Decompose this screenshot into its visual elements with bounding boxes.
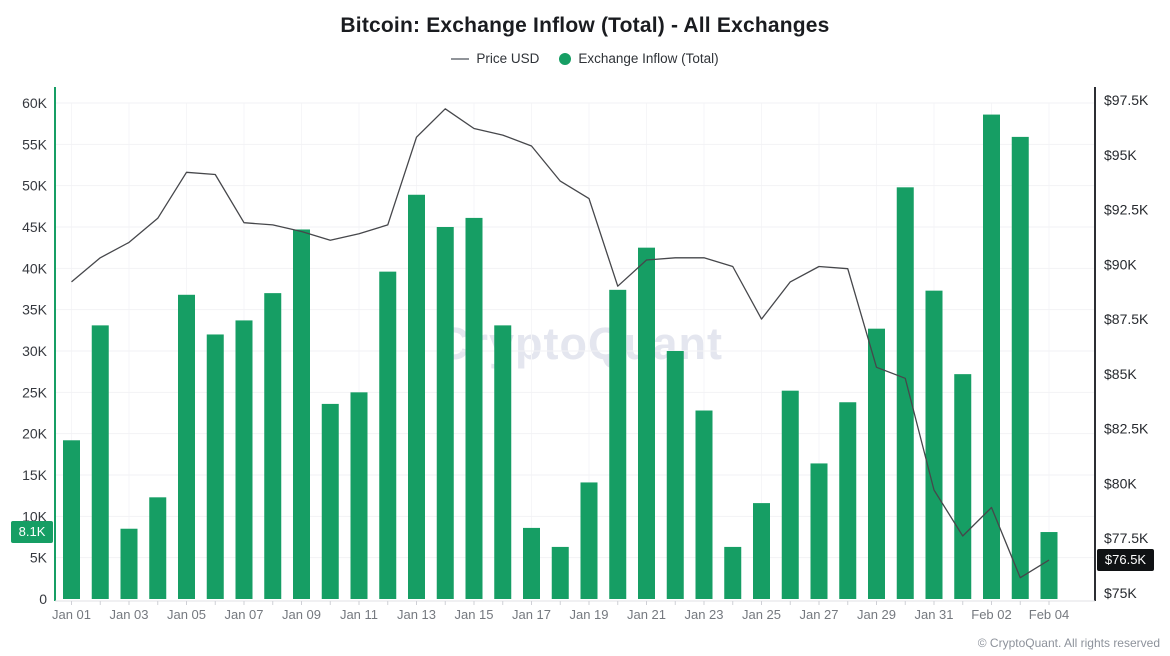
left-axis-label: 5K — [30, 550, 48, 566]
inflow-bar-jan-21[interactable] — [638, 247, 655, 599]
x-axis-label: Jan 17 — [512, 607, 551, 622]
left-axis-label: 50K — [22, 178, 48, 194]
x-axis-label: Jan 29 — [857, 607, 896, 622]
inflow-bar-jan-13[interactable] — [408, 194, 425, 599]
price-line-swatch-icon — [451, 57, 470, 60]
inflow-bar-jan-24[interactable] — [724, 546, 742, 599]
inflow-bar-jan-07[interactable] — [235, 320, 253, 599]
legend-inflow-label: Exchange Inflow (Total) — [578, 51, 719, 66]
inflow-bar-feb-02[interactable] — [983, 114, 1000, 599]
x-axis-label: Jan 27 — [799, 607, 838, 622]
inflow-bar-jan-06[interactable] — [206, 334, 224, 599]
x-axis-label: Jan 01 — [52, 607, 91, 622]
x-axis-label: Feb 02 — [971, 607, 1011, 622]
x-axis-label: Jan 07 — [224, 607, 263, 622]
left-axis-label: 20K — [22, 426, 48, 442]
inflow-bar-jan-03[interactable] — [120, 528, 138, 599]
inflow-bar-jan-16[interactable] — [494, 325, 512, 599]
inflow-bar-feb-03[interactable] — [1011, 136, 1029, 600]
x-axis-label: Jan 31 — [914, 607, 953, 622]
left-axis-label: 10K — [22, 508, 48, 524]
x-axis-label: Jan 13 — [397, 607, 436, 622]
x-axis-label: Jan 05 — [167, 607, 206, 622]
legend-item-inflow[interactable]: Exchange Inflow (Total) — [559, 51, 719, 66]
inflow-bar-jan-01[interactable] — [63, 440, 80, 599]
right-axis-label: $92.5K — [1104, 202, 1149, 218]
right-axis-label: $77.5K — [1104, 530, 1149, 546]
right-axis-label: $82.5K — [1104, 421, 1149, 437]
inflow-bar-feb-04[interactable] — [1040, 532, 1058, 599]
left-axis-label: 0 — [39, 591, 47, 607]
inflow-bar-jan-09[interactable] — [293, 229, 310, 600]
inflow-bar-jan-12[interactable] — [379, 271, 397, 599]
left-axis-label: 15K — [22, 467, 48, 483]
inflow-bar-jan-27[interactable] — [810, 463, 828, 599]
latest-price-badge: $76.5K — [1097, 549, 1154, 571]
chart-legend: Price USD Exchange Inflow (Total) — [0, 51, 1170, 66]
inflow-bar-jan-23[interactable] — [695, 410, 713, 599]
inflow-bar-jan-04[interactable] — [149, 497, 167, 599]
price-line — [71, 108, 1050, 579]
inflow-bar-jan-08[interactable] — [264, 293, 282, 599]
inflow-bar-jan-30[interactable] — [896, 187, 914, 599]
left-axis-label: 40K — [22, 260, 48, 276]
x-axis-label: Jan 21 — [627, 607, 666, 622]
x-axis-label: Jan 19 — [569, 607, 608, 622]
inflow-bar-jan-11[interactable] — [350, 392, 368, 599]
left-axis-label: 55K — [22, 136, 48, 152]
inflow-bar-jan-14[interactable] — [436, 227, 454, 599]
x-axis-label: Jan 03 — [109, 607, 148, 622]
inflow-bar-jan-26[interactable] — [781, 390, 799, 599]
latest-inflow-badge: 8.1K — [11, 521, 53, 543]
inflow-bar-jan-31[interactable] — [925, 290, 943, 599]
right-axis-label: $97.5K — [1104, 92, 1149, 108]
inflow-bar-jan-17[interactable] — [523, 527, 540, 599]
inflow-bar-jan-10[interactable] — [321, 403, 339, 599]
inflow-bar-jan-05[interactable] — [178, 294, 195, 599]
right-axis-label: $95K — [1104, 147, 1137, 163]
chart-title: Bitcoin: Exchange Inflow (Total) - All E… — [340, 14, 830, 37]
inflow-bar-jan-29[interactable] — [868, 328, 885, 599]
right-axis-label: $75K — [1104, 585, 1137, 601]
inflow-dot-swatch-icon — [559, 52, 572, 65]
right-axis-label: $90K — [1104, 256, 1137, 272]
inflow-bar-jan-18[interactable] — [551, 546, 569, 599]
left-axis-label: 45K — [22, 219, 48, 235]
x-axis-label: Jan 25 — [742, 607, 781, 622]
inflow-bar-jan-15[interactable] — [465, 217, 483, 599]
x-axis-label: Jan 23 — [684, 607, 723, 622]
inflow-bar-feb-01[interactable] — [954, 374, 972, 599]
right-axis-label: $80K — [1104, 475, 1137, 491]
legend-price-label: Price USD — [476, 51, 540, 66]
copyright-notice: © CryptoQuant. All rights reserved — [977, 636, 1160, 650]
inflow-bar-jan-20[interactable] — [609, 289, 627, 599]
inflow-bar-jan-25[interactable] — [753, 503, 770, 599]
left-axis-label: 30K — [22, 343, 48, 359]
left-axis-label: 60K — [22, 95, 48, 111]
right-axis-label: $87.5K — [1104, 311, 1149, 327]
left-axis-label: 35K — [22, 302, 48, 318]
inflow-bar-jan-19[interactable] — [580, 482, 598, 599]
inflow-bar-jan-02[interactable] — [91, 325, 109, 599]
x-axis-label: Jan 09 — [282, 607, 321, 622]
inflow-bar-jan-28[interactable] — [839, 402, 857, 599]
legend-item-price[interactable]: Price USD — [451, 51, 539, 66]
x-axis-label: Jan 15 — [454, 607, 493, 622]
x-axis-label: Jan 11 — [340, 607, 378, 622]
x-axis-label: Feb 04 — [1029, 607, 1069, 622]
left-axis-label: 25K — [22, 384, 48, 400]
right-axis-label: $85K — [1104, 366, 1137, 382]
inflow-bar-jan-22[interactable] — [666, 351, 684, 599]
